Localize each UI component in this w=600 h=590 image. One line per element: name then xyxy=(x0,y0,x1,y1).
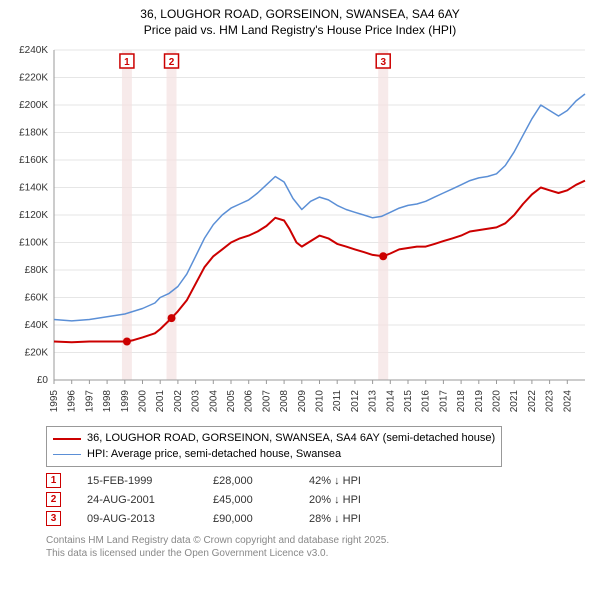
x-tick-label: 2023 xyxy=(545,390,556,413)
marker-row-id: 3 xyxy=(46,511,61,526)
y-tick-label: £100K xyxy=(19,238,48,249)
x-tick-label: 2012 xyxy=(350,390,361,413)
x-tick-label: 2021 xyxy=(509,390,520,413)
marker-row-delta: 28% ↓ HPI xyxy=(309,513,399,525)
legend-label: 36, LOUGHOR ROAD, GORSEINON, SWANSEA, SA… xyxy=(87,431,495,446)
legend-swatch xyxy=(53,454,81,455)
x-tick-label: 1999 xyxy=(120,390,131,413)
marker-row-price: £45,000 xyxy=(213,494,283,506)
marker-dot xyxy=(168,315,176,323)
marker-flag-id: 2 xyxy=(169,57,175,68)
y-tick-label: £60K xyxy=(25,293,49,304)
x-tick-label: 2019 xyxy=(474,390,485,413)
y-tick-label: £160K xyxy=(19,155,48,166)
marker-dot xyxy=(379,253,387,261)
x-tick-label: 1996 xyxy=(67,390,78,413)
marker-dot xyxy=(123,338,131,346)
marker-row-date: 09-AUG-2013 xyxy=(87,513,187,525)
chart-svg: £0 £20K £40K £60K £80K £100K £120K £140K £160K £1… xyxy=(10,42,590,422)
marker-flag-id: 3 xyxy=(380,57,386,68)
x-tick-label: 2015 xyxy=(403,390,414,413)
x-tick-label: 2020 xyxy=(492,390,503,413)
footnote-line1: Contains HM Land Registry data © Crown c… xyxy=(46,534,590,547)
x-tick-label: 1995 xyxy=(49,390,60,413)
x-tick-label: 2002 xyxy=(173,390,184,413)
y-tick-label: £200K xyxy=(19,100,48,111)
x-tick-label: 2001 xyxy=(155,390,166,413)
marker-row-date: 24-AUG-2001 xyxy=(87,494,187,506)
x-tick-label: 2024 xyxy=(562,390,573,413)
x-tick-label: 2013 xyxy=(368,390,379,413)
legend: 36, LOUGHOR ROAD, GORSEINON, SWANSEA, SA… xyxy=(46,426,502,467)
x-tick-label: 2014 xyxy=(385,390,396,413)
title-line2: Price paid vs. HM Land Registry's House … xyxy=(10,22,590,38)
x-tick-label: 2009 xyxy=(297,390,308,413)
marker-row: 2 24-AUG-2001 £45,000 20% ↓ HPI xyxy=(46,492,590,507)
x-tick-label: 2000 xyxy=(138,390,149,413)
chart-title: 36, LOUGHOR ROAD, GORSEINON, SWANSEA, SA… xyxy=(10,6,590,38)
x-tick-label: 2017 xyxy=(438,390,449,413)
x-tick-label: 2003 xyxy=(191,390,202,413)
marker-row-price: £28,000 xyxy=(213,475,283,487)
y-tick-label: £220K xyxy=(19,73,48,84)
footnote-line2: This data is licensed under the Open Gov… xyxy=(46,547,590,560)
x-tick-label: 2005 xyxy=(226,390,237,413)
marker-row-delta: 42% ↓ HPI xyxy=(309,475,399,487)
marker-row-id: 1 xyxy=(46,473,61,488)
marker-row-id: 2 xyxy=(46,492,61,507)
marker-row-delta: 20% ↓ HPI xyxy=(309,494,399,506)
x-tick-label: 2016 xyxy=(421,390,432,413)
y-tick-label: £80K xyxy=(25,265,49,276)
marker-row: 1 15-FEB-1999 £28,000 42% ↓ HPI xyxy=(46,473,590,488)
y-tick-label: £120K xyxy=(19,210,48,221)
y-tick-label: £140K xyxy=(19,183,48,194)
x-tick-label: 2010 xyxy=(315,390,326,413)
y-tick-label: £240K xyxy=(19,45,48,56)
footnote: Contains HM Land Registry data © Crown c… xyxy=(46,534,590,560)
marker-row-date: 15-FEB-1999 xyxy=(87,475,187,487)
chart: £0 £20K £40K £60K £80K £100K £120K £140K £160K £1… xyxy=(10,42,590,422)
title-line1: 36, LOUGHOR ROAD, GORSEINON, SWANSEA, SA… xyxy=(10,6,590,22)
legend-item: 36, LOUGHOR ROAD, GORSEINON, SWANSEA, SA… xyxy=(53,431,495,446)
y-tick-label: £40K xyxy=(25,320,49,331)
x-tick-label: 2007 xyxy=(261,390,272,413)
marker-row: 3 09-AUG-2013 £90,000 28% ↓ HPI xyxy=(46,511,590,526)
x-tick-label: 2018 xyxy=(456,390,467,413)
x-tick-label: 2004 xyxy=(208,390,219,413)
x-tick-label: 1997 xyxy=(84,390,95,413)
marker-row-price: £90,000 xyxy=(213,513,283,525)
x-tick-label: 2011 xyxy=(332,390,343,412)
x-tick-label: 2006 xyxy=(244,390,255,413)
y-tick-label: £0 xyxy=(37,375,49,386)
legend-item: HPI: Average price, semi-detached house,… xyxy=(53,447,495,462)
marker-flag-id: 1 xyxy=(124,57,130,68)
x-tick-label: 1998 xyxy=(102,390,113,413)
legend-label: HPI: Average price, semi-detached house,… xyxy=(87,447,341,462)
marker-table: 1 15-FEB-1999 £28,000 42% ↓ HPI 2 24-AUG-2001… xyxy=(46,473,590,530)
x-tick-label: 2008 xyxy=(279,390,290,413)
y-tick-label: £180K xyxy=(19,128,48,139)
y-tick-label: £20K xyxy=(25,348,49,359)
legend-swatch xyxy=(53,438,81,440)
x-tick-label: 2022 xyxy=(527,390,538,413)
